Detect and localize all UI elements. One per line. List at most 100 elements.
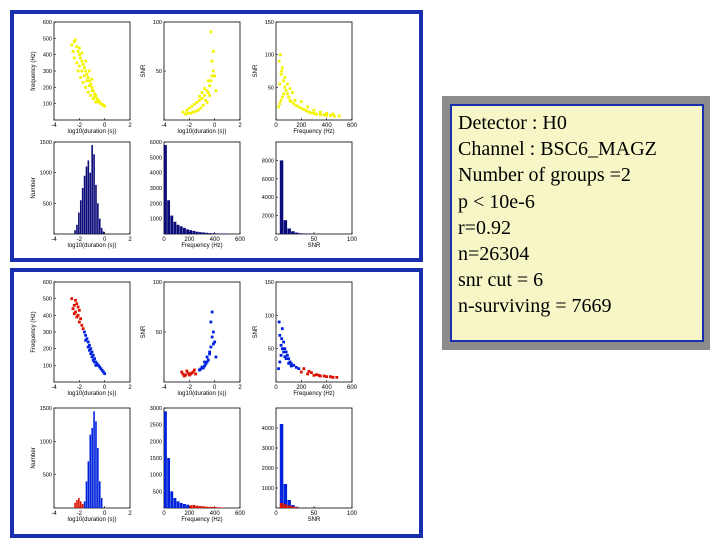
top-duration-histogram-all-bar [78,212,80,234]
top-frequency-histogram-all-bar [224,233,228,234]
bot-snr-vs-duration-xtick-label: -2 [187,385,193,391]
bot-snr-vs-frequency-group-1-point [331,375,335,379]
bot-frequency-histogram-ytick-label: 1000 [150,473,162,479]
top-frequency-vs-duration-all-point [76,69,80,73]
top-frequency-vs-duration-ytick-label: 400 [43,53,52,59]
top-snr-vs-frequency-all-point [293,99,297,102]
top-frequency-vs-duration-xlabel: log10(duration (s)) [67,129,116,135]
bot-snr-vs-frequency-group-2-point [289,364,293,368]
top-frequency-vs-duration-all-point [84,85,88,89]
bot-snr-vs-duration-group-2-point [209,320,213,324]
top-snr-vs-duration-all-point [209,79,213,83]
bot-snr-histogram-axes: 0 50 100 1000 2000 3000 4000 SNR [262,407,358,523]
top-snr-vs-duration-all-point [186,111,190,115]
bot-duration-histogram-group-1-bar [74,502,76,508]
top-duration-histogram-xtick-label: -4 [51,237,57,243]
bot-frequency-vs-duration-group-2-point [99,367,103,371]
detector-text: Detector : H0 [458,112,567,134]
top-snr-vs-frequency-all-point [302,108,306,111]
bot-frequency-histogram-xtick-label: 200 [184,511,195,517]
top-snr-vs-frequency-all-point [312,108,316,112]
bot-duration-histogram-group-1-bar [76,500,78,508]
top-snr-vs-frequency-all-point [325,114,329,117]
bot-frequency-vs-duration-group-2-point [100,368,104,372]
top-frequency-vs-duration-xtick-label: 2 [128,123,132,129]
top-duration-histogram-all-bar [91,145,93,234]
bot-frequency-histogram-group-1-bar [189,505,193,508]
top-frequency-vs-duration-all-point [90,89,94,92]
top-snr-vs-duration-all-point [212,50,215,53]
bot-duration-histogram-ylabel: Number [31,447,37,468]
top-frequency-vs-duration-ytick-label: 200 [43,85,52,91]
top-snr-vs-frequency-all-point [282,79,285,83]
bot-snr-vs-frequency-group-1-point [317,373,321,377]
top-snr-vs-duration-all-point [189,111,192,115]
bot-snr-vs-frequency-group-2-point [279,353,283,357]
top-duration-histogram-all-bar [93,154,95,234]
top-snr-vs-duration-all-point [200,97,204,100]
p-value-text: p < 10e-6 [458,190,535,213]
top-snr-vs-frequency-all-point [286,82,289,86]
top-frequency-vs-duration-all-point [85,72,89,76]
top-duration-histogram-all-bar [81,188,84,234]
bot-snr-vs-duration-group-1-point [190,371,194,375]
top-frequency-histogram-all-bar [167,200,171,234]
bot-frequency-vs-duration-group-1-point [75,315,79,319]
top-snr-vs-duration-all-point [209,30,213,34]
bot-snr-vs-duration-group-1-point [182,374,186,378]
top-duration-histogram-xtick-label: -2 [77,237,83,243]
bot-snr-histogram-ytick-label: 3000 [262,446,274,452]
top-duration-histogram-all-bar [74,230,76,234]
top-frequency-vs-duration-all-point [80,69,84,73]
top-snr-vs-frequency-all-point [297,105,301,109]
top-frequency-histogram-all-bar [170,215,174,234]
top-duration-histogram-ytick-label: 500 [43,201,52,207]
top-snr-vs-frequency-all-point [322,113,326,117]
bot-snr-vs-duration-group-2-point [205,360,209,364]
top-snr-histogram-plot-frame [275,141,353,235]
top-snr-vs-frequency-all-point [283,85,287,89]
top-duration-histogram-all-bar [76,224,78,234]
bot-snr-vs-frequency-group-2-point [287,361,291,365]
bot-duration-histogram-xlabel: log10(duration (s)) [67,517,116,523]
top-frequency-histogram-plot-frame [163,141,241,235]
top-frequency-vs-duration-all-point [96,99,100,102]
bot-frequency-vs-duration-xtick-label: 2 [128,385,132,391]
bot-frequency-histogram-xtick-label: 0 [162,511,166,517]
bot-frequency-histogram-axes: 0 200 400 600 500 1000 1500 2000 2500 3000 Frequen… [150,406,246,523]
top-snr-vs-frequency-all-point [280,95,284,99]
bot-frequency-histogram-group-2-bar [176,501,180,508]
bot-frequency-vs-duration-ytick-label: 300 [43,330,52,336]
top-frequency-vs-duration-all-point [80,51,84,55]
bot-snr-histogram-plot-frame [275,407,353,509]
bot-frequency-vs-duration-group-2-point [90,355,94,359]
top-frequency-vs-duration-all-point [79,76,82,79]
bot-snr-histogram-ytick-label: 2000 [262,466,274,472]
top-snr-vs-duration-all-point [185,108,189,112]
top-snr-histogram-ytick-label: 6000 [262,177,274,183]
bot-frequency-histogram-ytick-label: 3000 [150,406,162,412]
bot-frequency-vs-duration-group-1-point [70,297,74,301]
top-frequency-histogram-all-bar [214,233,218,234]
top-snr-vs-frequency-all-point [277,59,281,63]
top-frequency-vs-duration-all-point [80,59,84,63]
top-frequency-histogram-all-bar [217,233,221,234]
bot-frequency-histogram-group-2-bar [167,458,171,508]
bot-snr-vs-frequency-group-2-point [277,320,281,324]
bot-snr-vs-duration-group-2-point [213,340,217,344]
bot-snr-vs-duration-group-1-point [193,368,196,372]
top-frequency-histogram-all-bar [208,233,212,234]
top-frequency-vs-duration-all-point [90,85,94,89]
top-frequency-histogram-ytick-label: 5000 [150,155,162,161]
top-snr-histogram-ytick-label: 8000 [262,158,274,164]
top-frequency-vs-duration-all-point [72,56,76,60]
top-snr-vs-frequency-all-point [307,110,311,114]
top-duration-histogram-all-bar [100,227,103,234]
top-snr-vs-duration-all-point [187,106,191,110]
top-snr-vs-frequency-all-point [329,114,332,117]
bot-snr-vs-duration-plot-frame [163,281,241,383]
bot-snr-histogram-ytick-label: 1000 [262,486,274,492]
top-duration-histogram-ylabel: Number [31,177,37,198]
